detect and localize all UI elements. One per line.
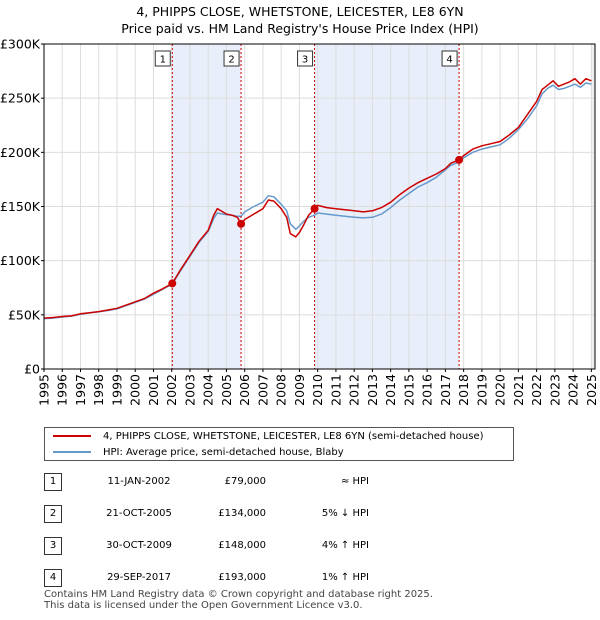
sale-number-badge: 2 (44, 505, 62, 523)
x-tick-label: 2016 (420, 374, 435, 406)
x-tick-label: 2012 (347, 374, 362, 406)
x-tick-label: 2022 (529, 374, 544, 406)
y-tick-label: £200K (0, 145, 41, 160)
y-tick-label: £0 (24, 362, 40, 377)
x-tick-label: 2017 (438, 374, 453, 406)
chart-title: 4, PHIPPS CLOSE, WHETSTONE, LEICESTER, L… (0, 3, 600, 37)
sale-marker-box (441, 50, 458, 67)
footer: Contains HM Land Registry data © Crown c… (44, 589, 433, 611)
x-tick-label: 2011 (328, 374, 343, 406)
x-tick-label: 1997 (73, 374, 88, 406)
x-tick-label: 2002 (164, 374, 179, 406)
sale-row: 3 30-OCT-2009 £148,000 4% ↑ HPI (44, 537, 384, 555)
sale-date: 11-JAN-2002 (107, 476, 171, 487)
x-tick-label: 2021 (511, 374, 526, 406)
sale-hpi-comparison: 1% ↑ HPI (321, 572, 369, 583)
y-tick-label: £50K (8, 307, 41, 322)
legend-swatch-property (53, 435, 91, 437)
sale-price: £134,000 (218, 508, 266, 519)
legend: 4, PHIPPS CLOSE, WHETSTONE, LEICESTER, L… (44, 427, 514, 461)
footer-licence: This data is licensed under the Open Gov… (44, 600, 363, 611)
y-tick-label: £100K (0, 253, 41, 268)
x-tick-label: 2014 (383, 374, 398, 406)
x-tick-label: 2001 (146, 374, 161, 406)
sale-marker-box (154, 50, 171, 67)
sale-marker-label: 2 (228, 55, 234, 66)
sale-point (455, 155, 464, 164)
sale-price: £79,000 (224, 476, 266, 487)
x-tick-label: 1998 (91, 374, 106, 406)
property-price-line (43, 77, 592, 319)
x-tick-label: 2003 (182, 374, 197, 406)
chart-title-line1: 4, PHIPPS CLOSE, WHETSTONE, LEICESTER, L… (136, 4, 464, 19)
x-tick-label: 2008 (274, 374, 289, 406)
hpi-line (43, 82, 592, 320)
legend-label-property: 4, PHIPPS CLOSE, WHETSTONE, LEICESTER, L… (103, 431, 484, 442)
y-tick-label: £150K (0, 199, 41, 214)
sale-number-badge: 3 (44, 537, 62, 555)
y-tick-label: £300K (0, 37, 41, 52)
x-tick-label: 2013 (365, 374, 380, 406)
sale-row: 1 11-JAN-2002 £79,000 ≈ HPI (44, 473, 384, 491)
sale-point (310, 204, 319, 213)
legend-swatch-hpi (53, 451, 91, 453)
price-chart: 1 2 3 4 £0 £50K £100K £150K £200K £250K £300K 1995… (0, 37, 599, 406)
sale-hpi-comparison: ≈ HPI (340, 476, 369, 487)
legend-label-hpi: HPI: Average price, semi-detached house,… (103, 447, 344, 458)
sale-point (168, 279, 177, 288)
x-tick-label: 2019 (474, 374, 489, 406)
sale-date: 30-OCT-2009 (106, 540, 172, 551)
sale-date: 21-OCT-2005 (106, 508, 172, 519)
sale-hpi-comparison: 5% ↓ HPI (321, 508, 369, 519)
sale-marker-box (297, 50, 314, 67)
sale-marker-label: 4 (446, 55, 452, 66)
x-tick-label: 2020 (493, 374, 508, 406)
chart-title-line2: Price paid vs. HM Land Registry's House … (121, 21, 479, 36)
x-tick-label: 2025 (584, 374, 599, 406)
x-tick-label: 1999 (109, 374, 124, 406)
x-tick-label: 2018 (456, 374, 471, 406)
x-tick-label: 2009 (292, 374, 307, 406)
sale-number-badge: 1 (44, 473, 62, 491)
sale-row: 4 29-SEP-2017 £193,000 1% ↑ HPI (44, 569, 384, 587)
sale-marker-box (223, 50, 240, 67)
x-tick-label: 1995 (37, 374, 52, 406)
sale-marker-label: 3 (302, 55, 308, 66)
legend-item-property: 4, PHIPPS CLOSE, WHETSTONE, LEICESTER, L… (53, 429, 484, 445)
sale-price: £193,000 (218, 572, 266, 583)
x-tick-label: 1996 (55, 374, 70, 406)
x-tick-label: 2004 (201, 374, 216, 406)
sale-date: 29-SEP-2017 (107, 572, 171, 583)
x-tick-label: 2010 (310, 374, 325, 406)
sale-hpi-comparison: 4% ↑ HPI (321, 540, 369, 551)
x-tick-label: 2005 (219, 374, 234, 406)
sale-number-badge: 4 (44, 569, 62, 587)
sale-point (237, 219, 246, 228)
x-tick-label: 2000 (128, 374, 143, 406)
sale-price: £148,000 (218, 540, 266, 551)
footer-copyright: Contains HM Land Registry data © Crown c… (44, 589, 433, 600)
x-tick-label: 2023 (547, 374, 562, 406)
legend-item-hpi: HPI: Average price, semi-detached house,… (53, 445, 344, 461)
sale-row: 2 21-OCT-2005 £134,000 5% ↓ HPI (44, 505, 384, 523)
y-tick-label: £250K (0, 91, 41, 106)
x-tick-label: 2024 (566, 374, 581, 406)
x-tick-label: 2006 (237, 374, 252, 406)
sale-marker-label: 1 (160, 55, 166, 66)
x-tick-label: 2015 (401, 374, 416, 406)
x-tick-label: 2007 (255, 374, 270, 406)
